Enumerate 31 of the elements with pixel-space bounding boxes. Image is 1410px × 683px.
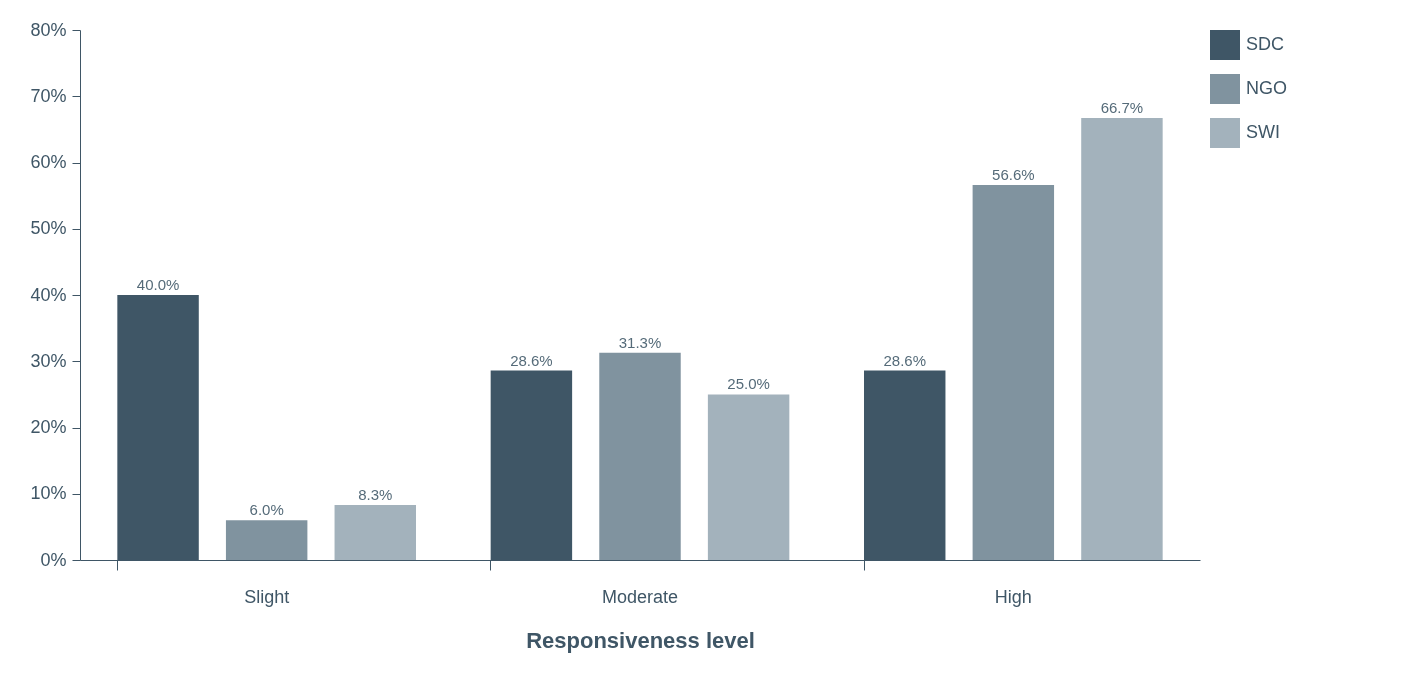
bar bbox=[599, 352, 681, 560]
y-tick-label: 0% bbox=[40, 549, 67, 570]
x-tick-label: High bbox=[994, 586, 1032, 607]
bar bbox=[225, 520, 308, 560]
bar bbox=[972, 185, 1055, 560]
y-tick-label: 60% bbox=[30, 152, 67, 172]
y-tick-label: 10% bbox=[30, 483, 67, 504]
x-axis-title: Responsiveness level bbox=[526, 627, 755, 653]
y-tick-label: 40% bbox=[30, 284, 67, 305]
y-tick-label: 80% bbox=[30, 19, 67, 40]
legend-label: NGO bbox=[1246, 78, 1288, 98]
data-label: 40.0% bbox=[136, 276, 180, 293]
x-tick-label: Moderate bbox=[601, 586, 679, 607]
y-tick-label: 70% bbox=[30, 85, 67, 106]
data-label: 8.3% bbox=[358, 486, 393, 504]
bar bbox=[707, 394, 790, 560]
data-label: 56.6% bbox=[992, 166, 1035, 184]
y-tick-label: 20% bbox=[30, 417, 67, 437]
data-label: 31.3% bbox=[618, 333, 662, 351]
data-label: 66.7% bbox=[1100, 99, 1144, 117]
data-label: 28.6% bbox=[883, 351, 926, 369]
data-label: 6.0% bbox=[249, 501, 284, 519]
data-label: 28.6% bbox=[510, 351, 553, 369]
legend-label: SDC bbox=[1246, 34, 1285, 54]
legend-label: SWI bbox=[1246, 122, 1280, 142]
data-label: 25.0% bbox=[727, 375, 770, 393]
bar bbox=[1081, 118, 1163, 560]
x-tick-label: Slight bbox=[244, 586, 290, 607]
bar bbox=[334, 505, 416, 560]
y-tick-label: 30% bbox=[30, 350, 67, 371]
y-tick-label: 50% bbox=[30, 218, 67, 239]
